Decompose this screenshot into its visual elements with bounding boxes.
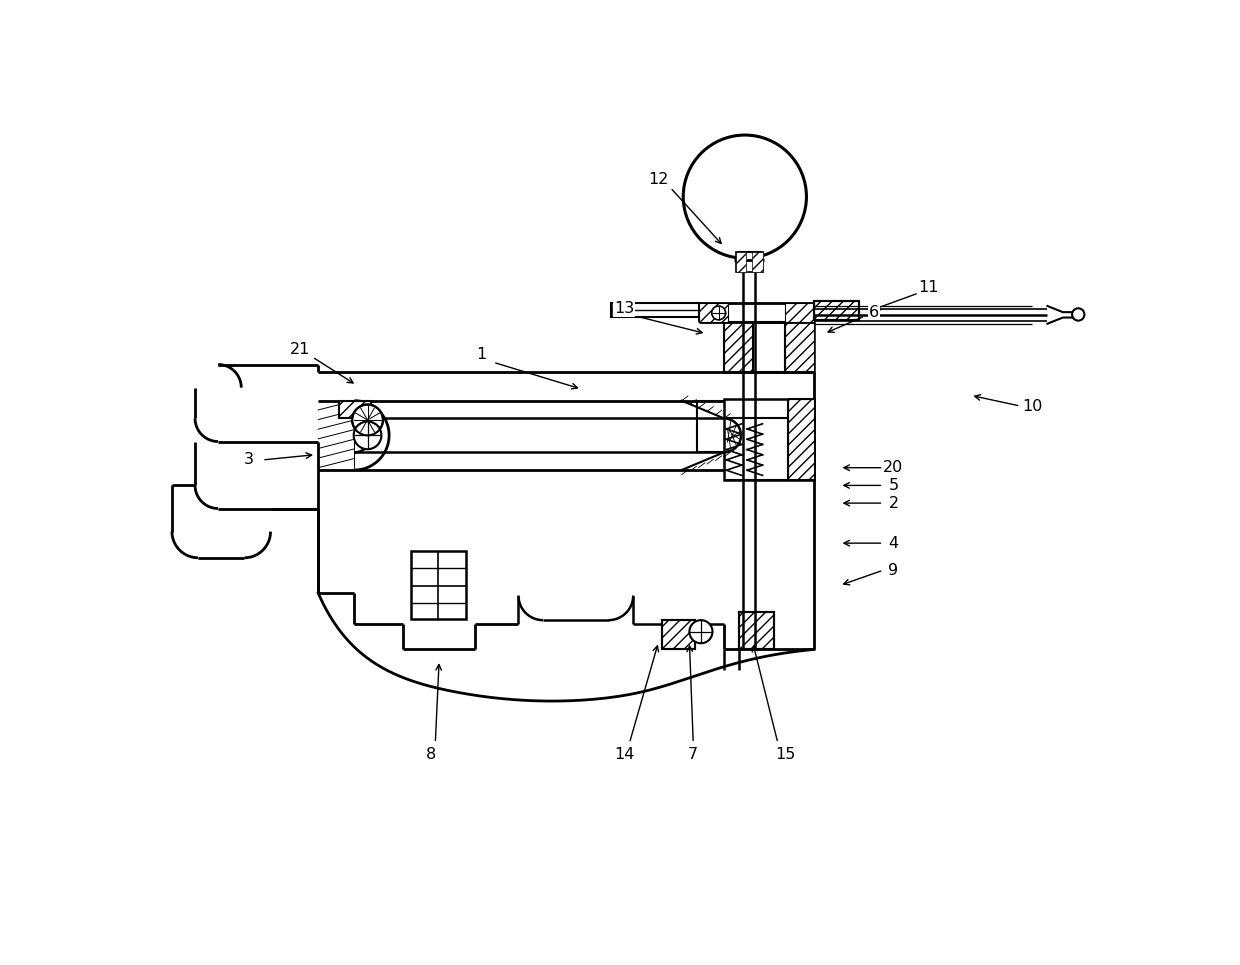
Bar	[785, 322, 815, 372]
Bar	[739, 613, 774, 649]
Bar	[611, 303, 698, 317]
Text: 6: 6	[869, 305, 879, 319]
Text: 21: 21	[290, 342, 311, 357]
Text: 11: 11	[918, 280, 939, 295]
Bar	[724, 322, 754, 372]
Bar	[410, 551, 466, 619]
Bar	[724, 322, 815, 372]
Bar	[815, 301, 859, 319]
Bar	[662, 620, 694, 649]
Text: 20: 20	[883, 460, 904, 475]
Circle shape	[689, 620, 713, 644]
Circle shape	[683, 135, 806, 259]
Bar	[662, 620, 694, 649]
Text: 8: 8	[427, 748, 436, 762]
Text: 13: 13	[614, 301, 634, 316]
Bar	[787, 400, 815, 480]
Text: 2: 2	[888, 496, 899, 510]
Text: 15: 15	[775, 748, 796, 762]
Text: 10: 10	[1022, 399, 1043, 414]
Bar	[751, 252, 763, 272]
Circle shape	[353, 422, 382, 450]
Text: 14: 14	[614, 748, 634, 762]
Bar	[698, 303, 728, 322]
Text: 1: 1	[476, 347, 486, 362]
Text: 3: 3	[244, 453, 254, 467]
Bar	[739, 613, 774, 649]
Text: 5: 5	[888, 478, 899, 493]
Bar	[735, 252, 746, 272]
Text: 4: 4	[888, 536, 899, 551]
Text: 7: 7	[688, 748, 698, 762]
Circle shape	[712, 306, 725, 319]
Circle shape	[352, 404, 383, 435]
Text: 9: 9	[888, 563, 899, 578]
Bar	[815, 301, 859, 319]
Bar	[339, 400, 372, 419]
Bar	[785, 303, 815, 322]
Circle shape	[1073, 308, 1085, 320]
Bar	[735, 252, 763, 272]
Bar	[724, 400, 815, 480]
Text: 12: 12	[649, 172, 668, 187]
